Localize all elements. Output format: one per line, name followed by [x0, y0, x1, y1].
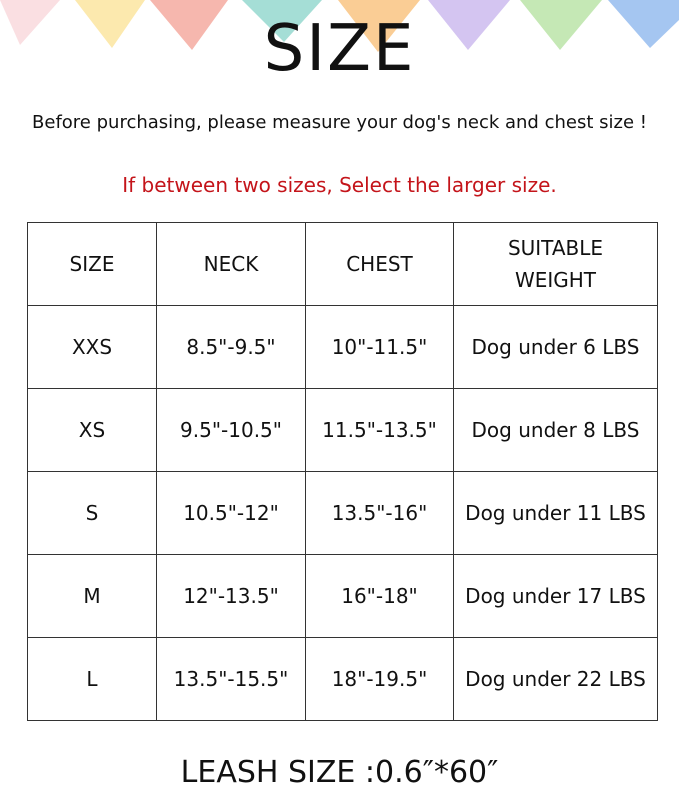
table-cell: Dog under 17 LBS — [453, 554, 658, 638]
header-text: SUITABLE WEIGHT — [507, 236, 604, 292]
header-cell: NECK — [156, 222, 306, 306]
table-cell: 13.5"-15.5" — [156, 637, 306, 721]
table-cell: 12"-13.5" — [156, 554, 306, 638]
title: SIZE — [263, 12, 416, 86]
table-cell: XS — [27, 388, 157, 472]
table-cell: M — [27, 554, 157, 638]
table-cell: 13.5"-16" — [305, 471, 454, 555]
table-row: M 12"-13.5" 16"-18" Dog under 17 LBS — [27, 554, 658, 638]
table-cell: 16"-18" — [305, 554, 454, 638]
table-cell: 8.5"-9.5" — [156, 305, 306, 389]
table-cell: Dog under 11 LBS — [453, 471, 658, 555]
table-body: SIZE NECK CHEST SUITABLE WEIGHT XXS 8.5"-… — [27, 222, 658, 721]
subtitle: Before purchasing, please measure your d… — [32, 112, 647, 133]
flag — [338, 0, 420, 52]
flag — [150, 0, 228, 50]
header-cell: SUITABLE WEIGHT — [453, 222, 658, 306]
flag — [608, 0, 679, 48]
table-row: L 13.5"-15.5" 18"-19.5" Dog under 22 LBS — [27, 637, 658, 721]
flag — [75, 0, 145, 48]
table-cell: 9.5"-10.5" — [156, 388, 306, 472]
table-cell: Dog under 22 LBS — [453, 637, 658, 721]
table-cell: L — [27, 637, 157, 721]
flag — [428, 0, 510, 50]
note: If between two sizes, Select the larger … — [122, 173, 557, 197]
flag — [242, 0, 322, 42]
table-cell: S — [27, 471, 157, 555]
table-row: XS 9.5"-10.5" 11.5"-13.5" Dog under 8 LBS — [27, 388, 658, 472]
table-cell: 10.5"-12" — [156, 471, 306, 555]
table-row: S 10.5"-12" 13.5"-16" Dog under 11 LBS — [27, 471, 658, 555]
table-cell: 10"-11.5" — [305, 305, 454, 389]
header-cell: CHEST — [305, 222, 454, 306]
flag — [0, 0, 60, 45]
table-cell: Dog under 6 LBS — [453, 305, 658, 389]
header-cell: SIZE — [27, 222, 157, 306]
table-cell: Dog under 8 LBS — [453, 388, 658, 472]
table-row: XXS 8.5"-9.5" 10"-11.5" Dog under 6 LBS — [27, 305, 658, 389]
table-cell: 11.5"-13.5" — [305, 388, 454, 472]
flag — [520, 0, 602, 50]
header-row: SIZE NECK CHEST SUITABLE WEIGHT — [27, 222, 658, 306]
bunting — [0, 0, 679, 52]
table-cell: 18"-19.5" — [305, 637, 454, 721]
size-table: SIZE NECK CHEST SUITABLE WEIGHT XXS 8.5"-… — [27, 222, 658, 721]
leash-size: LEASH SIZE :0.6″*60″ — [180, 755, 499, 790]
table-cell: XXS — [27, 305, 157, 389]
